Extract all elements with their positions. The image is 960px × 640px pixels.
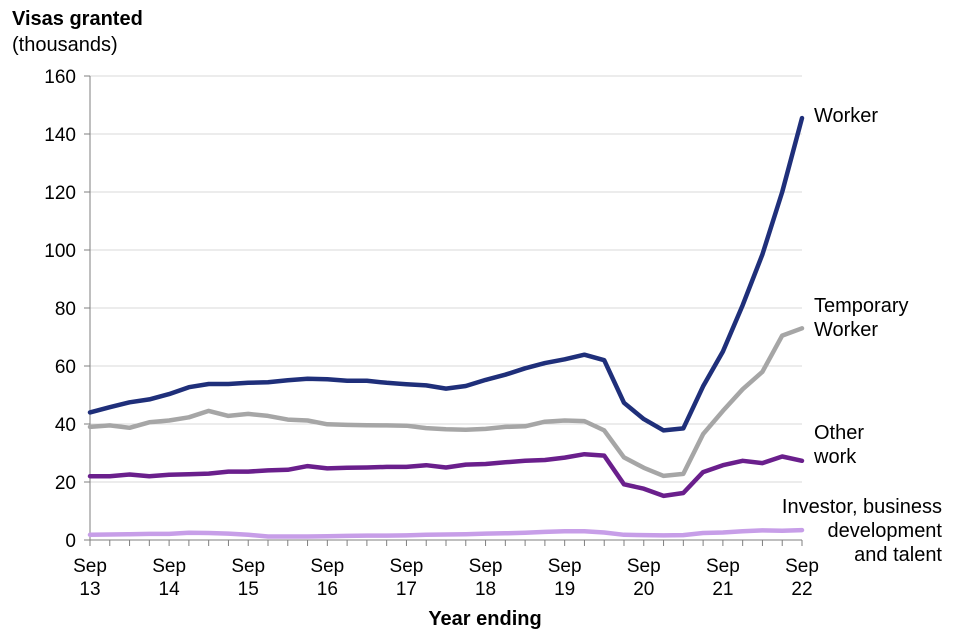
x-tick-label: Sep 19: [548, 556, 582, 600]
axes: [84, 75, 803, 546]
y-tick-label: 160: [44, 67, 76, 88]
series-label: Worker: [814, 105, 878, 127]
y-tick-label: 120: [44, 183, 76, 204]
series-line: [87, 451, 805, 499]
x-tick-labels: Sep 13 Sep 14 Sep 15 Sep 16 Sep 17 Sep 18 Sep 19 Sep 20…: [73, 556, 819, 600]
y-tick-label: 60: [55, 357, 76, 378]
y-tick-label: 100: [44, 241, 76, 262]
x-tick-label: Sep 17: [390, 556, 424, 600]
y-tick-labels: 0 20 40 60 80 100 120 140 160: [44, 67, 76, 552]
x-tick-label: Sep 22: [785, 556, 819, 600]
series-label: Temporary Worker: [814, 295, 908, 341]
y-axis-subtitle: (thousands): [12, 34, 118, 56]
series-lines: [87, 115, 805, 539]
series-label: Other work: [813, 422, 864, 468]
x-tick-label: Sep 16: [310, 556, 344, 600]
series-label: Investor, business development and talent: [782, 496, 943, 566]
y-tick-label: 140: [44, 125, 76, 146]
x-tick-label: Sep 20: [627, 556, 661, 600]
x-axis-title: Year ending: [428, 608, 542, 630]
y-tick-label: 40: [55, 415, 76, 436]
gridlines: [90, 75, 802, 483]
y-tick-label: 0: [65, 531, 76, 552]
series-line: [87, 527, 805, 539]
x-tick-label: Sep 18: [469, 556, 503, 600]
y-axis-title: Visas granted: [12, 8, 143, 30]
y-tick-label: 80: [55, 299, 76, 320]
x-tick-label: Sep 14: [152, 556, 186, 600]
series-line: [87, 326, 805, 479]
x-tick-label: Sep 21: [706, 556, 740, 600]
y-tick-label: 20: [55, 473, 76, 494]
x-tick-label: Sep 13: [73, 556, 107, 600]
series-labels: Worker Temporary Worker Other work Investor, …: [782, 105, 943, 566]
series-line: [87, 115, 805, 433]
x-tick-label: Sep 15: [231, 556, 265, 600]
y-axis-title-block: Visas granted (thousands): [12, 6, 143, 58]
